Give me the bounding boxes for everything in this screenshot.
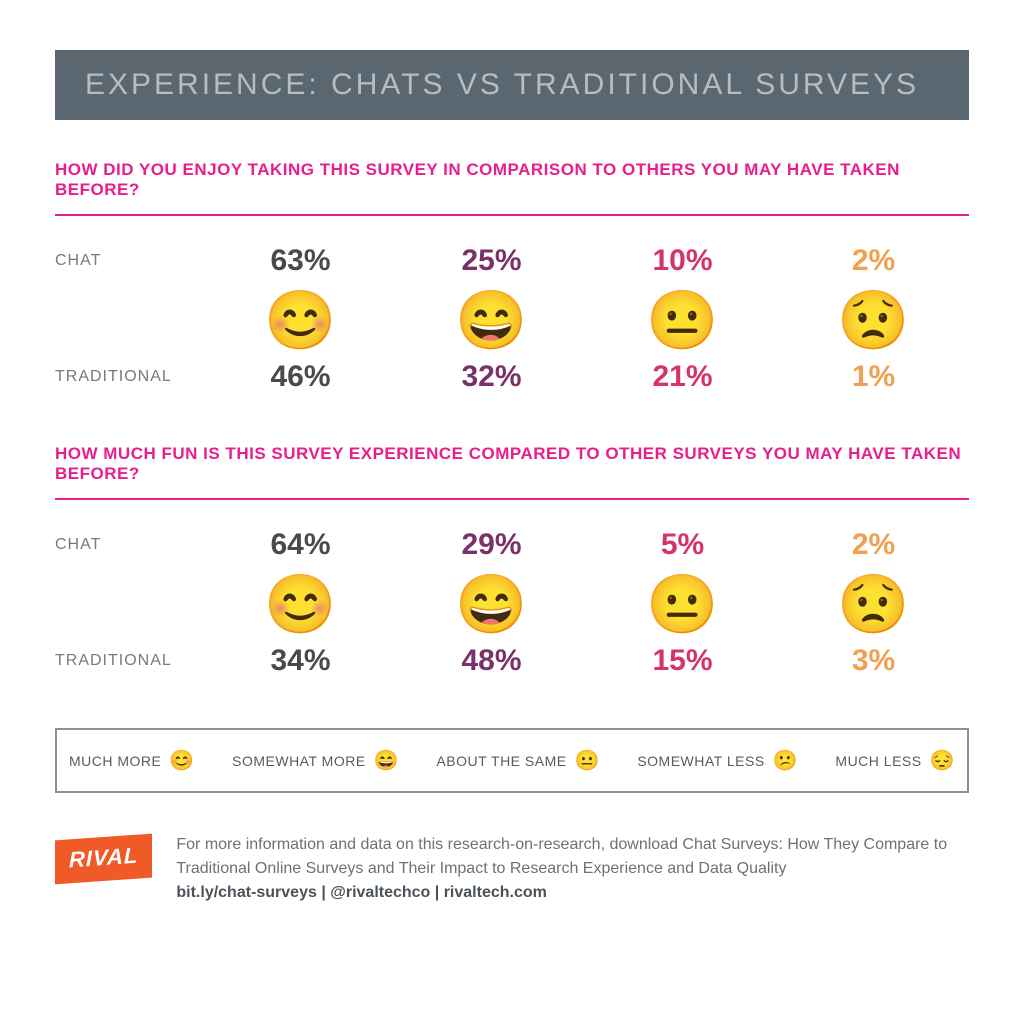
neutral-icon: 😐 [587,292,778,350]
worried-icon: 😟 [778,576,969,634]
footer-text-block: For more information and data on this re… [176,833,969,905]
legend: MUCH MORE 😊 SOMEWHAT MORE 😄 ABOUT THE SA… [55,728,969,793]
legend-item-much-more: MUCH MORE 😊 [69,748,195,773]
s2-trad-v2: 48% [396,644,587,678]
grin-icon: 😄 [396,576,587,634]
s1-trad-v2: 32% [396,360,587,394]
s2-trad-v4: 3% [778,644,969,678]
s2-trad-v1: 34% [205,644,396,678]
footer: RIVAL For more information and data on t… [55,833,969,905]
grin-icon: 😄 [396,292,587,350]
legend-item-somewhat-more: SOMEWHAT MORE 😄 [232,748,399,773]
legend-label: MUCH LESS [835,753,921,769]
legend-item-much-less: MUCH LESS 😔 [835,748,955,773]
question-1: HOW DID YOU ENJOY TAKING THIS SURVEY IN … [55,160,969,200]
row-label-chat: CHAT [55,252,205,270]
data-section-2: CHAT 64% 29% 5% 2% 😊 😄 😐 😟 TRADITIONAL 3… [55,528,969,678]
emoji-row-2: 😊 😄 😐 😟 [55,568,969,642]
emoji-row-1: 😊 😄 😐 😟 [55,284,969,358]
grin-icon: 😄 [374,748,399,773]
pensive-icon: 😔 [930,748,955,773]
title-bar: EXPERIENCE: CHATS VS TRADITIONAL SURVEYS [55,50,969,120]
s1-trad-v4: 1% [778,360,969,394]
page-title: EXPERIENCE: CHATS VS TRADITIONAL SURVEYS [85,68,939,102]
s2-chat-v3: 5% [587,528,778,562]
legend-item-about-same: ABOUT THE SAME 😐 [436,748,600,773]
worried-icon: 😟 [778,292,969,350]
s1-chat-v2: 25% [396,244,587,278]
confused-icon: 😕 [773,748,798,773]
neutral-icon: 😐 [575,748,600,773]
smile-blush-icon: 😊 [169,748,194,773]
rival-logo: RIVAL [55,834,152,885]
chat-row-1: CHAT 63% 25% 10% 2% [55,244,969,278]
legend-item-somewhat-less: SOMEWHAT LESS 😕 [637,748,798,773]
s2-trad-v3: 15% [587,644,778,678]
legend-label: SOMEWHAT LESS [637,753,764,769]
smile-blush-icon: 😊 [205,292,396,350]
s2-chat-v2: 29% [396,528,587,562]
s1-trad-v3: 21% [587,360,778,394]
legend-label: SOMEWHAT MORE [232,753,366,769]
chat-row-2: CHAT 64% 29% 5% 2% [55,528,969,562]
question-2: HOW MUCH FUN IS THIS SURVEY EXPERIENCE C… [55,444,969,484]
row-label-chat-2: CHAT [55,536,205,554]
data-section-1: CHAT 63% 25% 10% 2% 😊 😄 😐 😟 TRADITIONAL … [55,244,969,394]
s2-chat-v4: 2% [778,528,969,562]
s1-chat-v4: 2% [778,244,969,278]
neutral-icon: 😐 [587,576,778,634]
traditional-row-2: TRADITIONAL 34% 48% 15% 3% [55,644,969,678]
divider-2 [55,498,969,500]
s1-trad-v1: 46% [205,360,396,394]
row-label-traditional: TRADITIONAL [55,368,205,386]
legend-label: ABOUT THE SAME [436,753,566,769]
s2-chat-v1: 64% [205,528,396,562]
smile-blush-icon: 😊 [205,576,396,634]
traditional-row-1: TRADITIONAL 46% 32% 21% 1% [55,360,969,394]
footer-description: For more information and data on this re… [176,833,969,881]
footer-links: bit.ly/chat-surveys | @rivaltechco | riv… [176,881,969,905]
legend-label: MUCH MORE [69,753,161,769]
s1-chat-v1: 63% [205,244,396,278]
s1-chat-v3: 10% [587,244,778,278]
row-label-traditional-2: TRADITIONAL [55,652,205,670]
divider-1 [55,214,969,216]
